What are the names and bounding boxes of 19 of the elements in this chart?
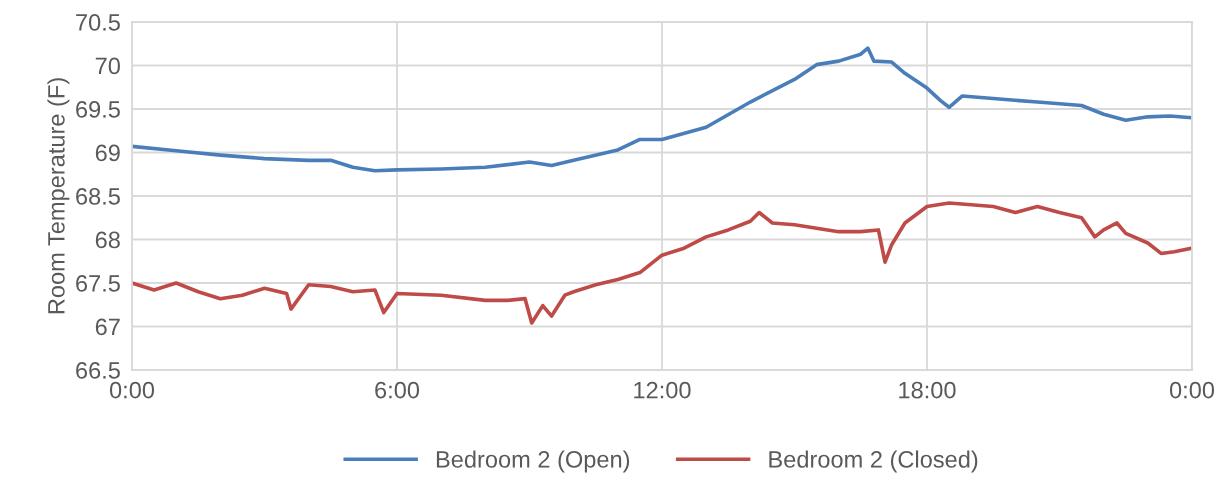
y-tick-label: 67.5 xyxy=(76,275,120,292)
x-tick-label: 12:00 xyxy=(634,381,691,399)
y-tick-label: 66.5 xyxy=(76,362,120,379)
y-tick-label: 68.5 xyxy=(76,188,120,205)
x-tick-label: 0:00 xyxy=(109,381,155,399)
legend-label: Bedroom 2 (Open) xyxy=(436,450,630,473)
y-tick-label: 70 xyxy=(95,57,120,75)
y-axis-title: Room Temperature (F) xyxy=(47,78,70,314)
y-tick-label: 69 xyxy=(95,144,120,162)
line-series xyxy=(132,46,1192,173)
x-tick-label: 6:00 xyxy=(375,381,420,399)
y-tick-label: 69.5 xyxy=(76,101,120,118)
line-series xyxy=(132,201,1192,325)
x-tick-label: 0:00 xyxy=(1169,381,1215,399)
legend-label: Bedroom 2 (Closed) xyxy=(769,450,978,473)
x-tick-label: 18:00 xyxy=(899,381,956,399)
y-tick-label: 68 xyxy=(95,231,120,249)
y-tick-label: 67 xyxy=(95,318,120,336)
y-tick-label: 70.5 xyxy=(76,14,120,31)
